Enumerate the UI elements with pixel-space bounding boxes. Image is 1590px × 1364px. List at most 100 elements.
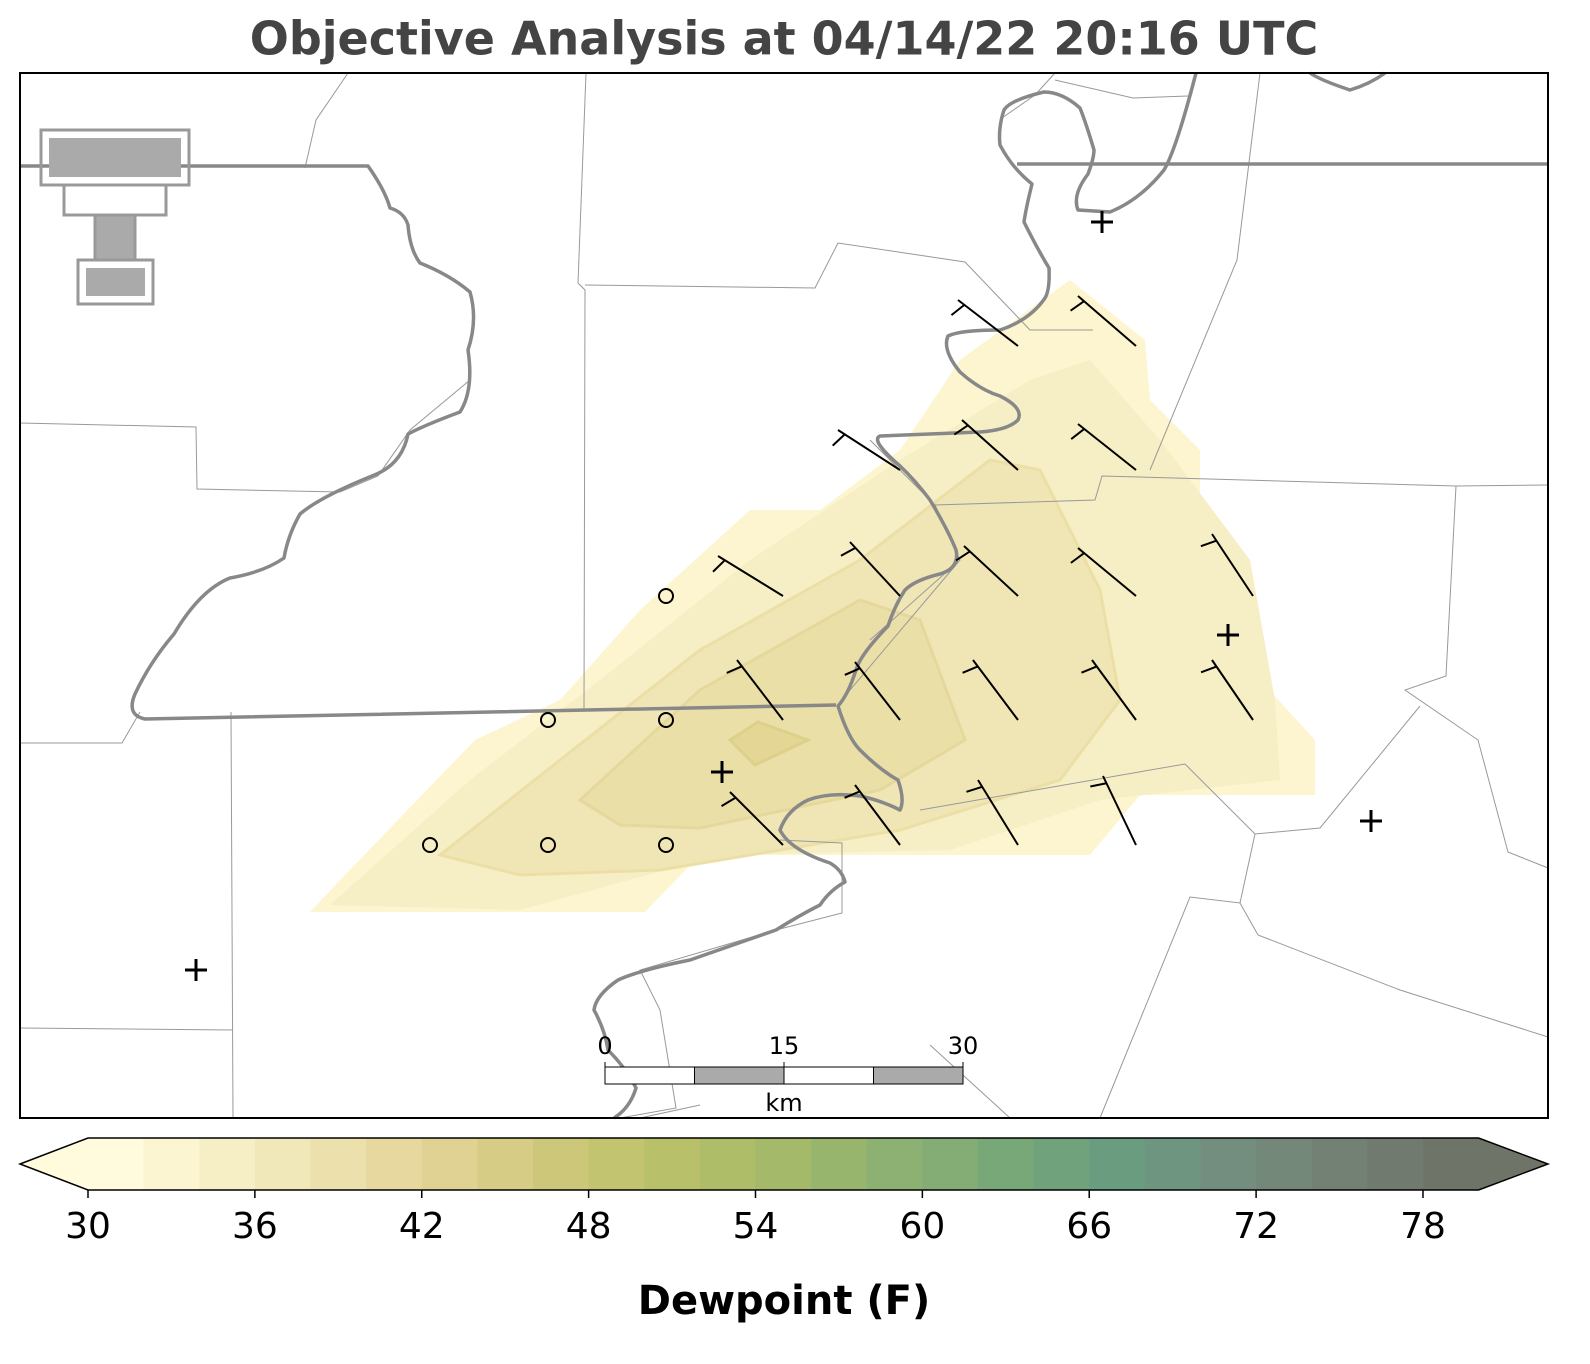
wind-barb-flag	[712, 559, 726, 573]
logo-foot	[76, 258, 155, 306]
wind-barb	[736, 659, 784, 721]
scale-bar: 0 15 30 km	[597, 1032, 978, 1117]
wind-barb-flag	[1200, 665, 1217, 674]
wind-barb-flag	[966, 785, 983, 793]
map-frame	[19, 72, 1549, 1119]
wind-barb-flag	[950, 304, 965, 316]
logo-bar	[49, 138, 181, 177]
calm-station	[540, 712, 556, 728]
wind-barb	[961, 419, 1019, 471]
wind-barb	[1102, 775, 1137, 846]
dewpoint-contours	[310, 280, 1315, 912]
colorbar-segment	[644, 1138, 701, 1190]
colorbar-segment	[1256, 1138, 1313, 1190]
scale-segment	[604, 1066, 695, 1085]
county-line	[19, 711, 234, 1119]
wind-barb	[972, 659, 1019, 721]
wind-barb	[849, 541, 901, 597]
colorbar-segment	[866, 1138, 923, 1190]
colorbar-tick-label: 30	[65, 1206, 111, 1247]
scale-unit: km	[765, 1089, 802, 1117]
wind-barb-flag	[962, 665, 979, 674]
colorbar-segment	[1089, 1138, 1146, 1190]
county-line	[929, 1044, 1011, 1119]
wind-barb-flag	[1070, 552, 1085, 564]
calm-station	[540, 837, 556, 853]
colorbar-tick-label: 36	[232, 1206, 278, 1247]
contour-fill	[577, 598, 967, 830]
colorbar-tick-label: 48	[566, 1206, 612, 1247]
colorbar-segment	[366, 1138, 423, 1190]
wind-barb	[837, 429, 901, 471]
logo	[39, 128, 191, 306]
wind-barb	[1077, 295, 1137, 347]
state-line	[1308, 71, 1387, 92]
colorbar-segment	[1367, 1138, 1424, 1190]
scale-tick-label: 15	[769, 1032, 800, 1060]
calm-station	[658, 588, 674, 604]
colorbar-segment	[310, 1138, 367, 1190]
colorbar-segment	[143, 1138, 200, 1190]
state-lines	[20, 71, 1548, 1120]
colorbar-tick-label: 42	[399, 1206, 445, 1247]
wind-barb-flag	[1070, 300, 1085, 312]
calm-station	[422, 837, 438, 853]
missing-station	[1360, 810, 1382, 832]
scale-tick-label: 30	[948, 1032, 979, 1060]
title: Objective Analysis at 04/14/22 20:16 UTC	[250, 12, 1319, 66]
calm-station	[658, 837, 674, 853]
colorbar-segment	[1422, 1138, 1480, 1190]
wind-barb-flag	[1200, 539, 1217, 548]
wind-barb	[1091, 659, 1137, 721]
wind-barb-flag	[844, 667, 861, 676]
colorbar-extend-high	[1478, 1138, 1548, 1190]
map: 0 15 30 km	[19, 71, 1549, 1120]
wind-barb	[1211, 659, 1254, 721]
colorbar-extend-low	[20, 1138, 88, 1190]
wind-barb-flag	[1070, 428, 1085, 440]
colorbar-segment	[755, 1138, 812, 1190]
wind-barb-flag	[955, 550, 971, 562]
colorbar-tick-label: 54	[733, 1206, 779, 1247]
colorbar-segment	[922, 1138, 979, 1190]
colorbar-segment	[199, 1138, 256, 1190]
wind-barb	[854, 784, 901, 846]
wind-barb	[957, 299, 1019, 347]
wind-barb	[977, 779, 1019, 846]
colorbar: 30 36 42 48 54 60 66 72 78	[17, 1137, 1551, 1247]
scale-segment	[694, 1066, 785, 1085]
logo-foot	[86, 268, 145, 296]
missing-station	[185, 959, 207, 981]
observations	[185, 211, 1382, 981]
colorbar-segment	[254, 1138, 311, 1190]
colorbar-segment	[811, 1138, 868, 1190]
county-line	[304, 72, 349, 169]
wind-barb	[729, 791, 784, 846]
calm-station	[658, 712, 674, 728]
colorbar-segment	[588, 1138, 645, 1190]
scale-segment	[873, 1066, 964, 1085]
county-line	[584, 242, 1093, 331]
wind-barb-flag	[844, 790, 861, 799]
logo-stem	[93, 213, 137, 262]
colorbar-segment	[1033, 1138, 1090, 1190]
wind-barb	[963, 545, 1019, 597]
wind-barb	[1211, 533, 1254, 597]
wind-barb-flag	[832, 433, 846, 447]
wind-barb	[1077, 423, 1137, 471]
wind-barb-flag	[1090, 782, 1107, 788]
colorbar-segment	[421, 1138, 478, 1190]
county-line	[1099, 833, 1549, 1119]
colorbar-label: Dewpoint (F)	[638, 1278, 931, 1324]
contour-fill	[727, 720, 812, 767]
colorbar-segment	[1144, 1138, 1201, 1190]
wind-barb-flag	[840, 546, 856, 557]
wind-barb-flag	[721, 796, 737, 807]
missing-station	[1217, 624, 1239, 646]
county-line	[1403, 485, 1549, 869]
state-line	[592, 72, 1198, 1120]
scale-segment	[783, 1066, 874, 1085]
colorbar-tick-label: 66	[1066, 1206, 1112, 1247]
wind-barb	[1077, 547, 1137, 597]
